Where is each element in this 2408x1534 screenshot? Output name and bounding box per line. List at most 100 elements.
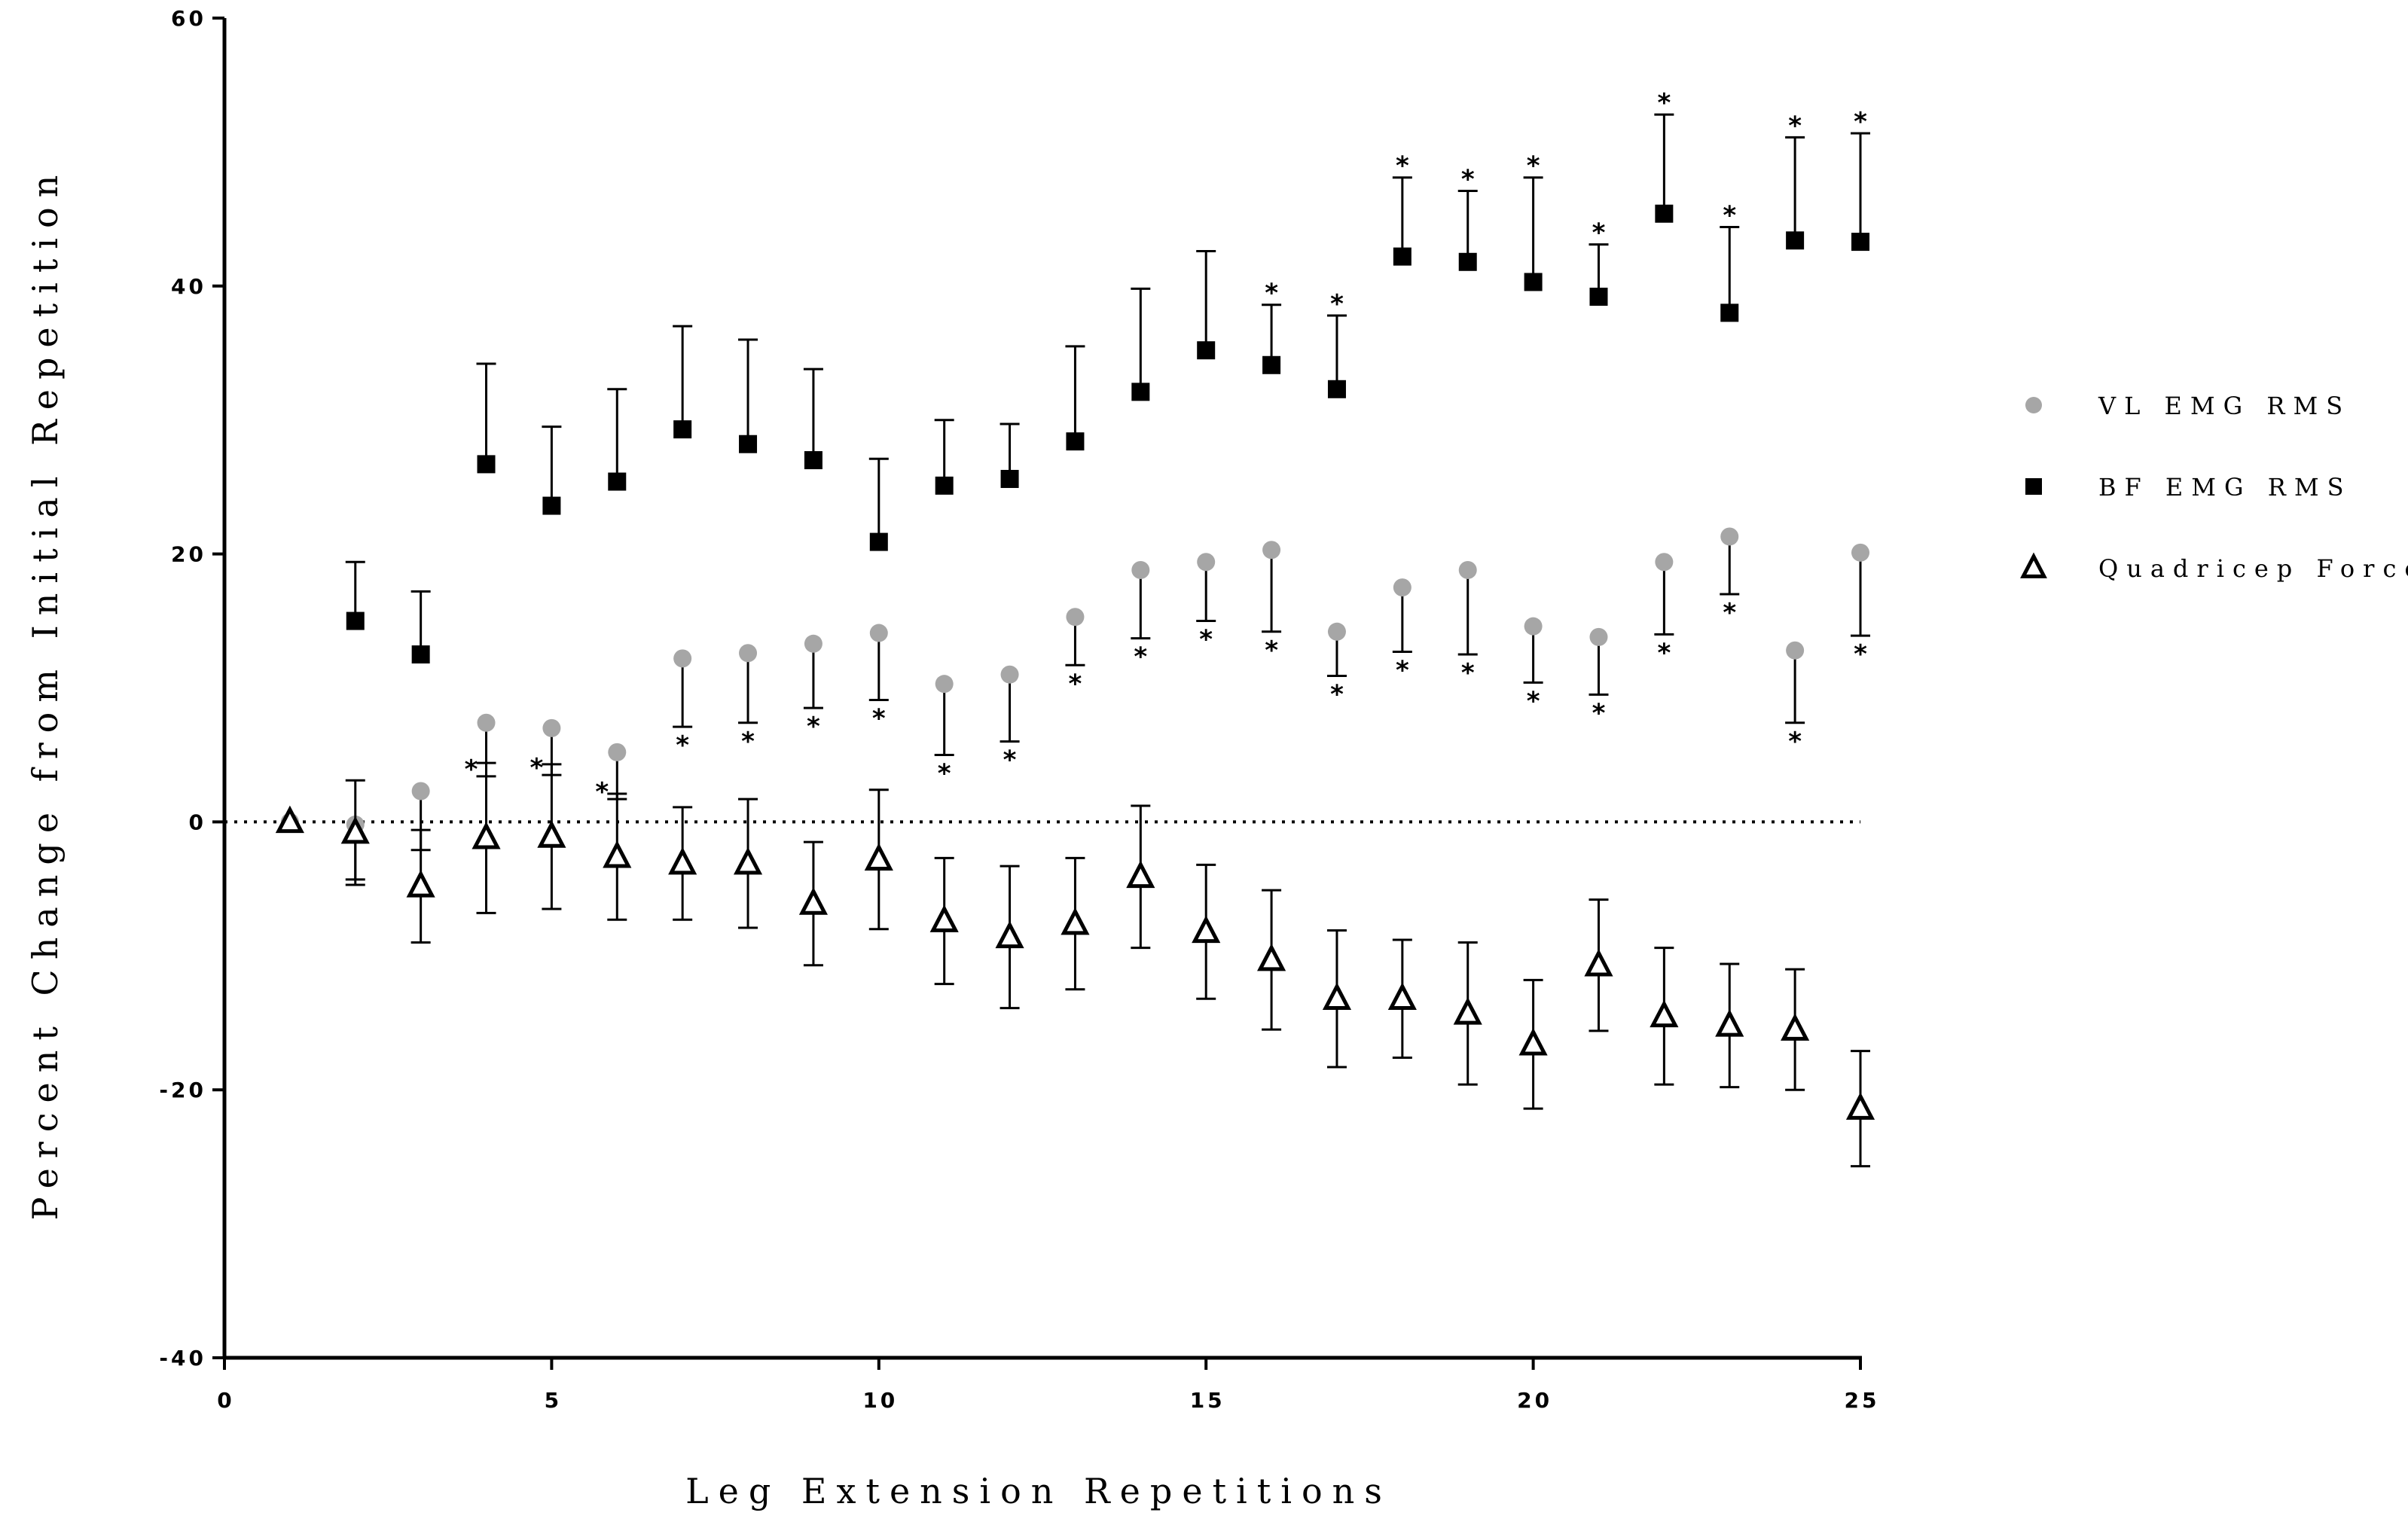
significance-star: *	[465, 755, 478, 785]
data-point-square	[1327, 380, 1346, 398]
data-point-square	[1197, 341, 1216, 360]
significance-star: *	[676, 730, 689, 761]
data-point-square	[477, 455, 496, 474]
data-point-circle	[804, 634, 823, 653]
data-point-triangle	[1518, 1027, 1548, 1056]
y-tick-label: -20	[159, 1078, 206, 1102]
significance-star: *	[1657, 638, 1671, 668]
significance-star: *	[1265, 279, 1278, 309]
data-point-square	[608, 472, 627, 491]
data-point-triangle	[1584, 948, 1613, 977]
data-point-square	[1589, 288, 1608, 306]
axes: -40 -20 0 20 40 60 0 5 10 15 20 25	[159, 6, 1876, 1413]
significance-star: *	[1854, 107, 1867, 137]
legend-item: BF EMG RMS	[2025, 473, 2352, 502]
data-point-square	[1000, 469, 1019, 488]
significance-star: *	[1788, 111, 1802, 141]
significance-star: *	[530, 753, 544, 783]
data-point-triangle	[1387, 982, 1417, 1011]
data-point-circle	[1458, 560, 1477, 579]
data-point-circle	[1131, 560, 1150, 579]
data-point-triangle	[1126, 860, 1155, 889]
significance-star: *	[1527, 686, 1540, 716]
y-tick-label: 60	[171, 6, 206, 31]
significance-star: *	[1723, 201, 1736, 231]
significance-star: *	[1854, 639, 1867, 669]
significance-star: *	[595, 777, 609, 807]
data-point-square	[1066, 432, 1085, 451]
significance-star: *	[1330, 679, 1344, 709]
data-point-square	[1720, 303, 1739, 322]
data-point-triangle	[1453, 997, 1482, 1025]
data-point-circle	[1589, 627, 1608, 646]
series-quadricep-force	[275, 761, 1875, 1168]
x-axis-label: Leg Extension Repetitions	[685, 1471, 1392, 1511]
x-tick-label: 15	[1190, 1388, 1225, 1413]
significance-star: *	[741, 727, 755, 757]
data-point-circle	[1655, 553, 1674, 572]
data-point-square	[935, 476, 954, 495]
legend-label: VL EMG RMS	[2098, 392, 2351, 420]
data-point-triangle	[864, 843, 893, 871]
data-point-square	[1262, 355, 1281, 374]
data-point-circle	[2025, 397, 2042, 413]
data-point-square	[1851, 233, 1869, 252]
data-point-triangle	[1192, 915, 1221, 944]
data-point-square	[804, 451, 823, 470]
data-point-circle	[1851, 543, 1869, 562]
data-point-circle	[477, 713, 496, 732]
data-point-triangle	[1715, 1009, 1744, 1037]
data-point-circle	[1000, 665, 1019, 684]
data-point-triangle	[929, 904, 959, 932]
data-point-triangle	[537, 820, 566, 848]
y-axis-label: Percent Change from Initial Repetition	[25, 166, 66, 1221]
data-point-triangle	[275, 805, 304, 834]
data-point-triangle	[1845, 1092, 1875, 1120]
data-point-circle	[1786, 641, 1805, 660]
significance-star: *	[1265, 636, 1278, 666]
legend-item: Quadricep Force	[2020, 552, 2408, 583]
significance-star: *	[1134, 642, 1147, 672]
data-point-circle	[1524, 617, 1543, 636]
data-point-square	[869, 532, 888, 551]
data-point-triangle	[2020, 552, 2047, 578]
data-point-circle	[935, 675, 954, 694]
data-point-square	[673, 420, 692, 439]
significance-star: *	[1199, 625, 1213, 655]
significance-star: *	[1003, 746, 1017, 776]
data-point-circle	[1262, 541, 1281, 560]
data-point-square	[1786, 231, 1805, 250]
data-point-triangle	[733, 846, 763, 875]
significance-star: *	[1461, 164, 1475, 194]
data-point-square	[1655, 204, 1674, 223]
significance-star: *	[1788, 727, 1802, 757]
data-point-circle	[1393, 578, 1412, 597]
data-point-circle	[869, 624, 888, 642]
data-point-square	[1393, 247, 1412, 266]
significance-star: *	[1069, 669, 1082, 699]
x-tick-label: 5	[545, 1388, 562, 1413]
data-point-triangle	[1322, 982, 1352, 1011]
data-point-circle	[1720, 527, 1739, 546]
data-point-triangle	[1781, 1013, 1810, 1041]
significance-star: *	[1461, 658, 1475, 688]
significance-star: *	[1527, 151, 1540, 181]
data-point-triangle	[1061, 907, 1090, 935]
significance-star: *	[807, 712, 820, 742]
y-tick-label: 0	[189, 810, 206, 834]
series-vl-emg-rms: * * * * * * * * * * * * * * * * * * * * * *	[280, 527, 1870, 881]
data-point-triangle	[668, 846, 697, 875]
significance-star: *	[1657, 88, 1671, 118]
legend-label: BF EMG RMS	[2098, 473, 2352, 502]
data-point-triangle	[472, 821, 501, 849]
data-point-square	[346, 611, 365, 630]
y-tick-label: 40	[171, 274, 206, 299]
series-layer: * * * * * * * * * * * * * * * * * * * * * * * * * * * * * * * *	[275, 88, 1875, 1168]
data-point-circle	[673, 649, 692, 668]
data-point-triangle	[798, 887, 828, 915]
x-tick-label: 10	[862, 1388, 898, 1413]
data-point-square	[2025, 478, 2042, 495]
y-tick-label: -40	[159, 1346, 206, 1371]
legend: VL EMG RMS BF EMG RMS Quadricep Force	[2020, 392, 2408, 583]
